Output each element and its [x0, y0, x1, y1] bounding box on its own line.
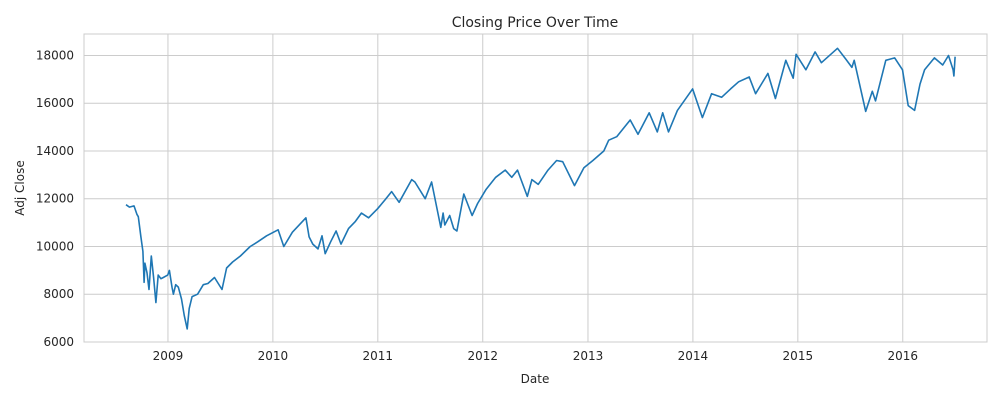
x-tick-label: 2013: [573, 349, 604, 363]
x-tick-label: 2010: [258, 349, 289, 363]
series-line: [125, 47, 956, 330]
y-tick-label: 12000: [36, 192, 74, 206]
chart-title: Closing Price Over Time: [452, 15, 619, 31]
y-tick-label: 18000: [36, 48, 74, 62]
x-tick-label: 2016: [887, 349, 918, 363]
x-tick-label: 2015: [783, 349, 814, 363]
y-tick-label: 10000: [36, 239, 74, 253]
y-tick-labels: 6000 8000 10000 12000 14000 16000 18000: [36, 48, 74, 349]
x-tick-labels: 2009 2010 2011 2012 2013 2014 2015 2016: [153, 349, 918, 363]
x-gridlines: [167, 34, 904, 342]
x-tick-label: 2012: [467, 349, 498, 363]
x-axis-label: Date: [521, 372, 550, 386]
y-axis-label: Adj Close: [13, 160, 27, 215]
x-tick-label: 2011: [363, 349, 394, 363]
x-tick-label: 2009: [153, 349, 184, 363]
x-tick-label: 2014: [678, 349, 709, 363]
y-tick-label: 14000: [36, 144, 74, 158]
plot-area-background: [84, 34, 987, 342]
y-tick-label: 6000: [43, 335, 74, 349]
y-tick-label: 8000: [43, 287, 74, 301]
y-tick-label: 16000: [36, 96, 74, 110]
plot-frame: [83, 33, 988, 343]
